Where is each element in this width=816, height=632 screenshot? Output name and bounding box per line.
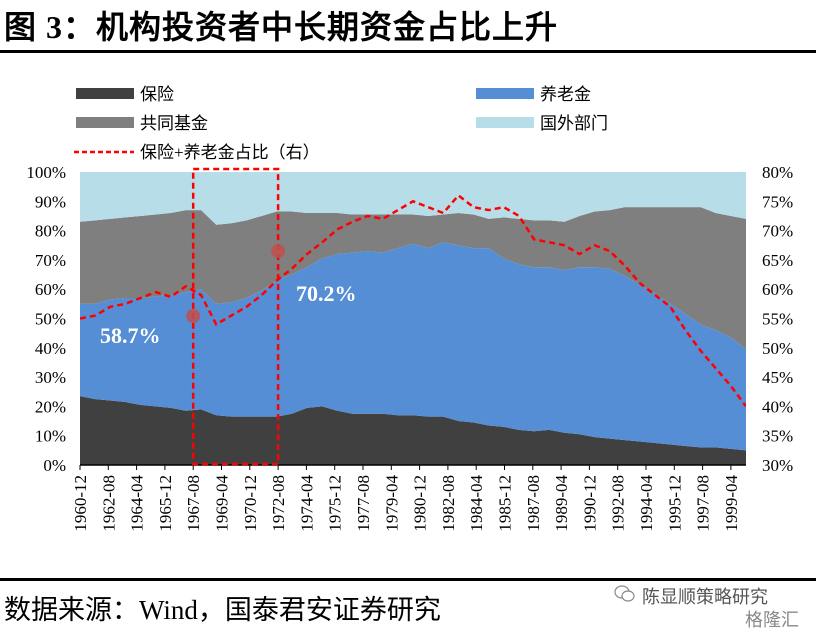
y-tick-label: 70%	[35, 251, 66, 270]
highlight-dot	[271, 244, 286, 258]
x-tick-label: 1995-12	[665, 475, 684, 532]
watermark-text: 陈显顺策略研究	[642, 587, 768, 608]
y-tick-label: 20%	[35, 397, 66, 416]
title-rule	[0, 50, 816, 53]
x-tick-label: 1969-04	[213, 475, 232, 532]
x-tick-label: 1997-08	[694, 475, 713, 532]
x-tick-label: 1990-12	[580, 475, 599, 532]
y2-tick-label: 55%	[762, 310, 793, 329]
y-tick-label: 90%	[35, 192, 66, 211]
y-tick-label: 10%	[35, 427, 66, 446]
area-foreign	[80, 172, 746, 225]
y-tick-label: 30%	[35, 368, 66, 387]
x-tick-label: 1970-12	[241, 475, 260, 532]
legend-swatch	[476, 117, 534, 128]
legend-label: 共同基金	[140, 114, 208, 133]
x-tick-label: 1989-04	[552, 475, 571, 532]
y-tick-label: 50%	[35, 310, 66, 329]
y2-tick-label: 50%	[762, 339, 793, 358]
y2-tick-label: 40%	[762, 397, 793, 416]
x-tick-label: 1992-08	[609, 475, 628, 532]
legend-swatch	[76, 117, 134, 128]
legend-label: 保险	[140, 85, 174, 104]
y2-tick-label: 65%	[762, 251, 793, 270]
y-tick-label: 40%	[35, 339, 66, 358]
x-tick-label: 1960-12	[71, 475, 90, 532]
legend-label: 国外部门	[540, 114, 608, 133]
area-insurance	[80, 396, 746, 465]
figure-title: 图 3：机构投资者中长期资金占比上升	[4, 9, 559, 45]
y2-tick-label: 70%	[762, 222, 793, 241]
x-tick-label: 1965-12	[156, 475, 175, 532]
x-tick-label: 1979-04	[382, 475, 401, 532]
y2-tick-label: 75%	[762, 192, 793, 211]
y2-tick-label: 30%	[762, 456, 793, 475]
x-tick-label: 1985-12	[496, 475, 515, 532]
legend-swatch	[476, 88, 534, 99]
x-tick-label: 1980-12	[411, 475, 430, 532]
annotation-label: 70.2%	[296, 281, 357, 306]
annotation-label: 58.7%	[100, 323, 161, 348]
y2-tick-label: 35%	[762, 427, 793, 446]
y-tick-label: 60%	[35, 280, 66, 299]
x-tick-label: 1972-08	[269, 475, 288, 532]
ratio-line	[80, 193, 746, 408]
legend-swatch	[76, 88, 134, 99]
y2-tick-label: 45%	[762, 368, 793, 387]
legend-label: 保险+养老金占比（右）	[140, 143, 320, 162]
x-tick-label: 1987-08	[524, 475, 543, 532]
y2-tick-label: 80%	[762, 163, 793, 182]
y-tick-label: 80%	[35, 222, 66, 241]
highlight-dot	[186, 309, 201, 323]
x-tick-label: 1974-04	[297, 475, 316, 532]
y2-tick-label: 60%	[762, 280, 793, 299]
x-tick-label: 1975-12	[326, 475, 345, 532]
chart: 1960-12 1962-08 1964-04 1965-12 1967-08 1969-…	[26, 85, 793, 532]
watermark-logo: 格隆汇	[745, 610, 799, 631]
x-tick-label: 1977-08	[354, 475, 373, 532]
x-tick-label: 1967-08	[184, 475, 203, 532]
y-tick-label: 100%	[26, 163, 66, 182]
legend-label: 养老金	[540, 85, 591, 104]
x-tick-label: 1994-04	[637, 475, 656, 532]
area-mutual-fund	[80, 207, 746, 350]
source-rule	[0, 578, 816, 581]
source-note: 数据来源：Wind，国泰君安证券研究	[4, 595, 441, 625]
x-tick-label: 1999-04	[722, 475, 741, 532]
area-pension	[80, 242, 746, 451]
x-tick-label: 1962-08	[99, 475, 118, 532]
x-tick-label: 1964-04	[128, 475, 147, 532]
wechat-icon	[614, 585, 635, 602]
x-tick-label: 1982-08	[439, 475, 458, 532]
x-tick-label: 1984-04	[467, 475, 486, 532]
plot-area	[80, 172, 746, 465]
y-tick-label: 0%	[43, 456, 66, 475]
